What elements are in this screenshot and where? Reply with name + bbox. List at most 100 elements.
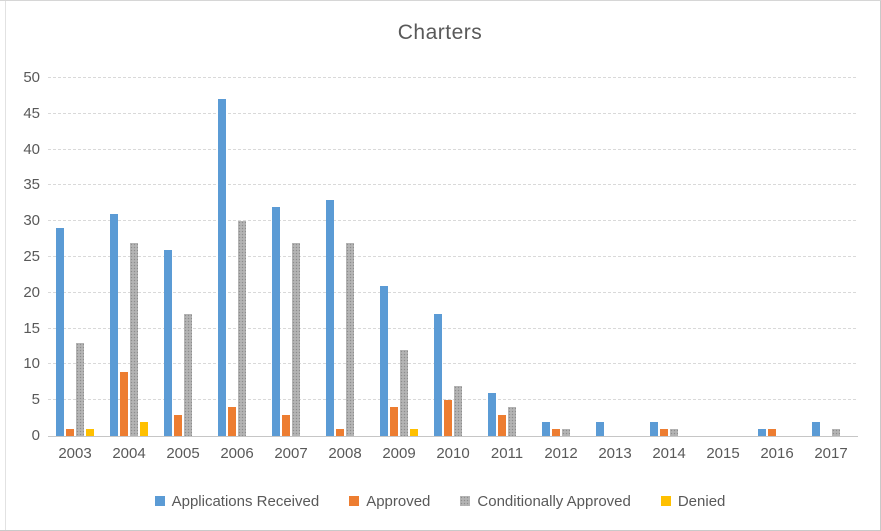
bar-group-2017: 2017 — [804, 78, 858, 462]
bar-applications-received-2016 — [758, 428, 766, 436]
bar-applications-received-2011 — [488, 393, 496, 436]
x-tick-label: 2010 — [436, 445, 470, 462]
bar-approved-2016 — [768, 428, 776, 436]
gridline — [48, 184, 858, 186]
gridline — [48, 327, 858, 329]
legend-marker-icon — [460, 496, 471, 506]
bar-applications-received-2003 — [56, 228, 64, 436]
bar-conditionally-approved-2004 — [130, 242, 138, 436]
gridline — [48, 363, 858, 365]
gridline — [48, 220, 858, 222]
bar-conditionally-approved-2005 — [184, 314, 192, 436]
bar-group-2007: 2007 — [264, 78, 318, 462]
bar-conditionally-approved-2012 — [562, 428, 570, 436]
bar-group-2014: 2014 — [642, 78, 696, 462]
legend-marker-icon — [349, 496, 360, 506]
bar-group-2005: 2005 — [156, 78, 210, 462]
bar-approved-2012 — [552, 428, 560, 436]
legend-item-denied: Denied — [660, 492, 726, 510]
bar-conditionally-approved-2010 — [454, 385, 462, 436]
legend-label: Denied — [677, 492, 726, 510]
gridline — [48, 399, 858, 401]
gridline — [48, 112, 858, 114]
y-tick-label: 25 — [23, 248, 40, 265]
bar-denied-2003 — [86, 428, 94, 436]
bar-conditionally-approved-2007 — [292, 242, 300, 436]
bar-approved-2007 — [282, 414, 290, 436]
bar-conditionally-approved-2008 — [346, 242, 354, 436]
x-tick-label: 2008 — [328, 445, 362, 462]
bar-approved-2004 — [120, 371, 128, 436]
y-tick-label: 40 — [23, 140, 40, 158]
bar-conditionally-approved-2006 — [238, 221, 246, 436]
x-tick-label: 2005 — [166, 445, 200, 462]
bar-group-2011: 2011 — [480, 78, 534, 462]
legend-label: Approved — [366, 492, 431, 510]
y-tick-label: 35 — [23, 176, 40, 194]
y-tick-label: 30 — [23, 212, 40, 230]
legend-label: Applications Received — [171, 492, 320, 510]
bar-group-2015: 2015 — [696, 78, 750, 462]
bar-group-2006: 2006 — [210, 78, 264, 462]
bar-conditionally-approved-2014 — [670, 428, 678, 436]
bar-conditionally-approved-2003 — [76, 342, 84, 436]
y-tick-label: 45 — [23, 104, 40, 122]
bar-approved-2006 — [228, 407, 236, 436]
bar-approved-2011 — [498, 414, 506, 436]
legend-item-conditionally-approved: Conditionally Approved — [460, 492, 631, 510]
bar-applications-received-2007 — [272, 206, 280, 436]
x-axis-line — [48, 436, 858, 437]
gridline — [48, 256, 858, 257]
x-tick-label: 2004 — [112, 445, 146, 462]
bar-approved-2009 — [390, 407, 398, 436]
y-tick-label: 15 — [23, 319, 40, 337]
bar-group-2010: 2010 — [426, 78, 480, 462]
bar-applications-received-2010 — [434, 314, 442, 436]
x-tick-label: 2007 — [274, 445, 308, 462]
bar-applications-received-2008 — [326, 199, 334, 436]
bar-group-2008: 2008 — [318, 78, 372, 462]
legend-marker-icon — [154, 496, 165, 506]
bar-conditionally-approved-2009 — [400, 350, 408, 436]
x-tick-label: 2013 — [598, 445, 632, 462]
gridline — [48, 77, 858, 78]
bar-group-2004: 2004 — [102, 78, 156, 462]
x-tick-label: 2014 — [652, 445, 686, 462]
gridline — [48, 291, 858, 293]
y-tick-label: 20 — [23, 283, 40, 301]
bar-applications-received-2006 — [218, 99, 226, 436]
x-tick-label: 2006 — [220, 445, 254, 462]
chart-frame-edge — [5, 1, 6, 530]
legend-label: Conditionally Approved — [477, 492, 631, 510]
bar-approved-2014 — [660, 428, 668, 436]
bar-group-2013: 2013 — [588, 78, 642, 462]
bar-applications-received-2009 — [380, 285, 388, 436]
bar-applications-received-2012 — [542, 421, 550, 436]
legend-marker-icon — [660, 496, 671, 506]
bar-conditionally-approved-2011 — [508, 407, 516, 436]
bar-group-2016: 2016 — [750, 78, 804, 462]
bar-group-2012: 2012 — [534, 78, 588, 462]
legend-item-approved: Approved — [349, 493, 430, 510]
bar-group-2003: 2003 — [48, 78, 102, 462]
x-tick-label: 2012 — [544, 445, 578, 462]
gridline — [48, 148, 858, 150]
y-tick-label: 50 — [23, 69, 40, 86]
x-tick-label: 2003 — [58, 445, 92, 462]
chart-title: Charters — [397, 21, 483, 44]
bar-applications-received-2013 — [596, 421, 604, 436]
y-tick-label: 5 — [31, 391, 40, 409]
x-tick-label: 2009 — [382, 445, 416, 462]
bar-applications-received-2005 — [164, 249, 172, 436]
x-tick-label: 2017 — [814, 445, 848, 462]
bar-group-2009: 2009 — [372, 78, 426, 462]
y-tick-label: 0 — [31, 427, 40, 444]
bar-applications-received-2014 — [650, 421, 658, 436]
y-tick-label: 10 — [23, 355, 40, 373]
bar-approved-2005 — [174, 414, 182, 436]
bar-conditionally-approved-2017 — [832, 428, 840, 436]
legend: Applications Received Approved Conditional… — [0, 489, 880, 513]
bar-applications-received-2017 — [812, 421, 820, 436]
bar-approved-2008 — [336, 428, 344, 436]
